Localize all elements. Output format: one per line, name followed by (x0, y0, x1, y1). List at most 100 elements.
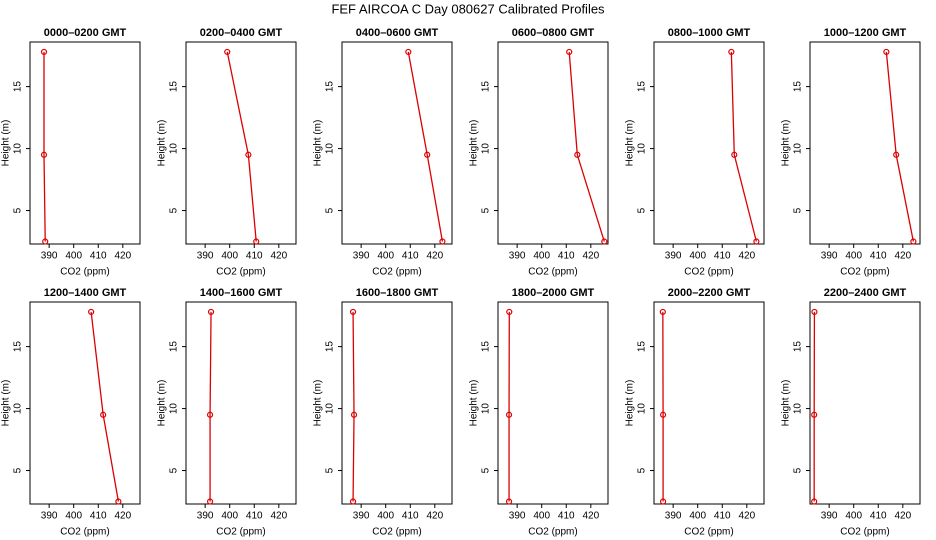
panel-title: 1000–1200 GMT (824, 27, 907, 39)
panel: 0800–1000 GMT 390 400 410 420 5 10 15 CO2 (ppm) H… (625, 27, 765, 278)
data-point (40, 48, 48, 56)
y-axis-label: Height (m) (313, 120, 324, 167)
profile-line (226, 51, 257, 242)
x-tick-label: 410 (402, 511, 419, 522)
x-tick-label: 420 (270, 251, 287, 262)
profile-line (90, 311, 120, 502)
plot-frame (185, 301, 297, 505)
y-tick-label: 15 (169, 81, 180, 93)
y-tick-label: 5 (793, 467, 804, 473)
data-point (206, 498, 214, 505)
x-tick-label: 410 (246, 251, 263, 262)
y-axis-label: Height (m) (781, 380, 792, 427)
y-tick-label: 15 (793, 81, 804, 93)
x-tick-label: 410 (870, 251, 887, 262)
x-axis-label: CO2 (ppm) (372, 267, 421, 278)
x-tick-label: 390 (821, 511, 838, 522)
panel-title: 0400–0600 GMT (356, 27, 439, 39)
y-tick-label: 15 (13, 81, 24, 93)
y-tick-label: 15 (481, 341, 492, 353)
y-tick-label: 10 (637, 403, 648, 415)
panel-title: 2000–2200 GMT (668, 287, 751, 299)
y-tick-label: 15 (481, 81, 492, 93)
x-tick-label: 410 (558, 511, 575, 522)
data-point (42, 238, 49, 245)
x-tick-label: 390 (509, 251, 526, 262)
panel: 0600–0800 GMT 390 400 410 420 5 10 15 CO2 (ppm) H… (469, 27, 609, 278)
panel: 2000–2200 GMT 390 400 410 420 5 10 15 CO2 (ppm) H… (625, 287, 765, 538)
profile-line (407, 51, 444, 242)
x-tick-label: 390 (665, 511, 682, 522)
data-point (88, 308, 95, 316)
panel-title: 1400–1600 GMT (200, 287, 283, 299)
y-tick-label: 15 (325, 341, 336, 353)
y-tick-label: 10 (13, 143, 24, 155)
panel-title: 0200–0400 GMT (200, 27, 283, 39)
x-tick-label: 410 (558, 251, 575, 262)
x-axis-label: CO2 (ppm) (684, 527, 733, 538)
x-axis-label: CO2 (ppm) (528, 527, 577, 538)
x-axis-label: CO2 (ppm) (216, 527, 265, 538)
x-axis-label: CO2 (ppm) (216, 267, 265, 278)
data-point (811, 411, 818, 418)
y-tick-label: 10 (481, 143, 492, 155)
data-point (207, 308, 215, 316)
x-tick-label: 400 (845, 251, 862, 262)
panel: 0000–0200 GMT 390 400 410 420 5 10 15 CO2 (ppm) H… (1, 27, 141, 278)
data-point (506, 308, 513, 316)
data-point (728, 48, 735, 56)
plot-frame (341, 41, 453, 245)
y-tick-label: 15 (637, 81, 648, 93)
y-tick-label: 5 (13, 467, 24, 473)
x-tick-label: 400 (689, 251, 706, 262)
panel-title: 1200–1400 GMT (44, 287, 127, 299)
data-point (566, 48, 573, 56)
data-point (505, 411, 513, 418)
data-point (424, 151, 431, 158)
x-tick-label: 390 (197, 251, 214, 262)
y-tick-label: 5 (637, 467, 648, 473)
plot-frame (653, 301, 765, 505)
x-tick-label: 420 (894, 511, 911, 522)
data-point (910, 238, 917, 245)
plot-frame (497, 41, 609, 245)
y-tick-label: 15 (793, 341, 804, 353)
profile-line (209, 311, 212, 502)
y-tick-label: 10 (325, 143, 336, 155)
y-axis-label: Height (m) (157, 120, 168, 167)
x-tick-label: 420 (738, 511, 755, 522)
data-point (100, 411, 107, 418)
profile-line (885, 51, 915, 242)
y-tick-label: 5 (169, 467, 180, 473)
x-axis-label: CO2 (ppm) (840, 527, 889, 538)
y-axis-label: Height (m) (625, 120, 636, 167)
panel: 1200–1400 GMT 390 400 410 420 5 10 15 CO2 (ppm) H… (1, 287, 141, 538)
x-tick-label: 390 (41, 251, 58, 262)
x-tick-label: 400 (377, 511, 394, 522)
y-tick-label: 5 (481, 467, 492, 473)
x-tick-label: 400 (533, 511, 550, 522)
x-tick-label: 420 (426, 251, 443, 262)
data-point (893, 151, 900, 158)
panel: 1800–2000 GMT 390 400 410 420 5 10 15 CO2 (ppm) H… (469, 287, 609, 538)
plot-frame (497, 301, 609, 505)
data-point (811, 308, 818, 316)
y-axis-label: Height (m) (625, 380, 636, 427)
x-tick-label: 420 (738, 251, 755, 262)
data-point (40, 151, 48, 158)
x-tick-label: 420 (582, 251, 599, 262)
y-axis-label: Height (m) (469, 120, 480, 167)
data-point (206, 411, 214, 418)
x-tick-label: 390 (353, 251, 370, 262)
data-point (245, 151, 252, 158)
plot-frame (809, 41, 921, 245)
data-point (753, 238, 760, 245)
y-tick-label: 10 (13, 403, 24, 415)
y-tick-label: 10 (169, 143, 180, 155)
x-tick-label: 410 (714, 251, 731, 262)
x-tick-label: 410 (90, 251, 107, 262)
plot-frame (29, 301, 141, 505)
data-point (253, 238, 260, 245)
data-point (659, 498, 667, 505)
